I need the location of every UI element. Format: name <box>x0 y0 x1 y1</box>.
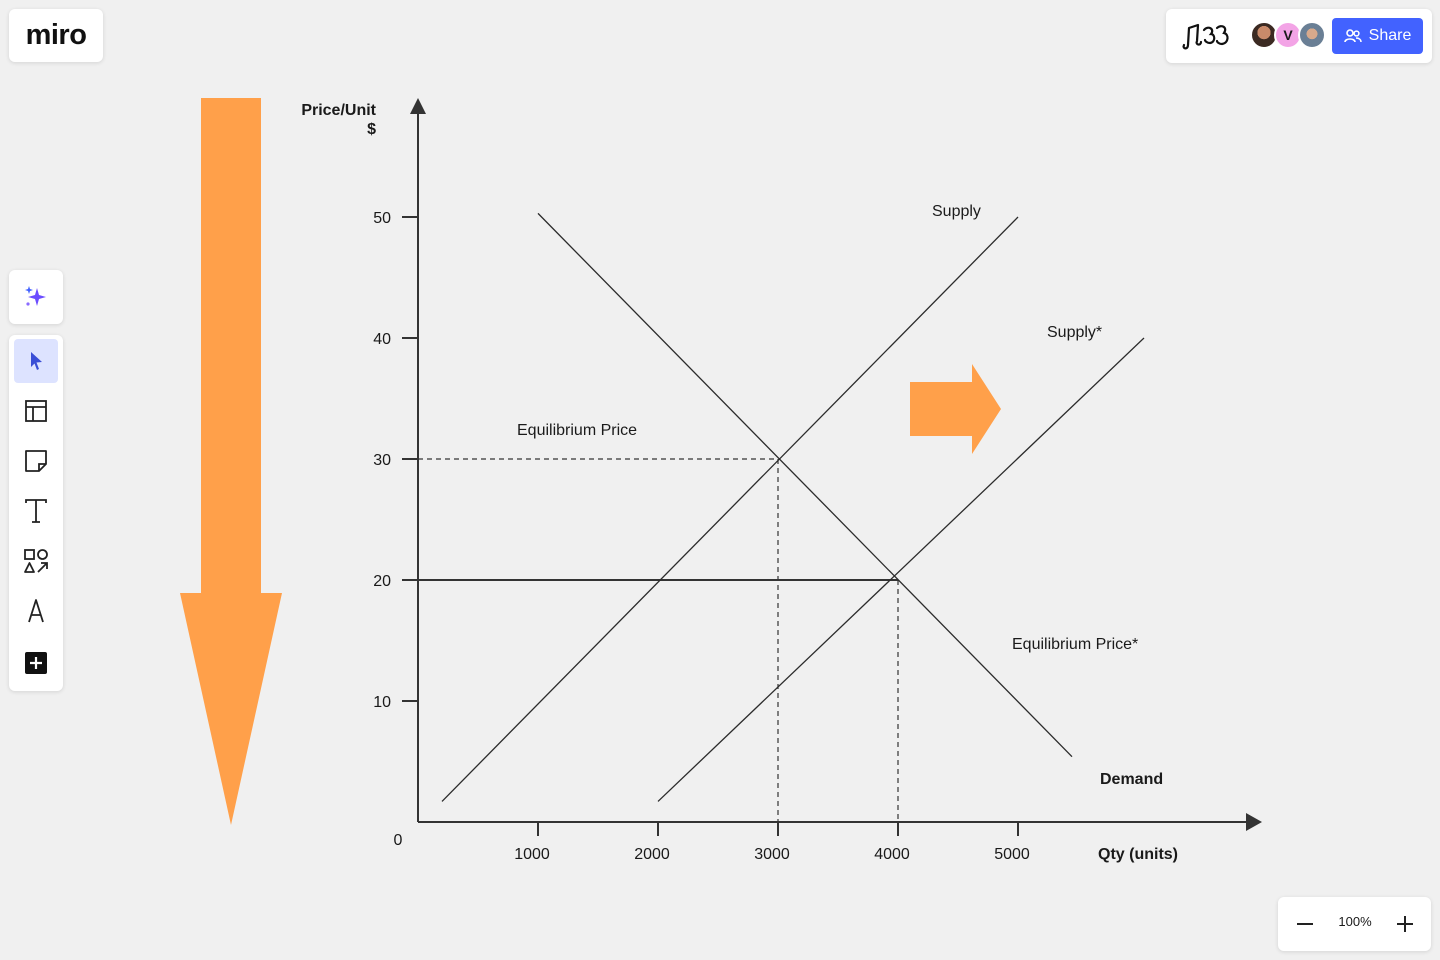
miro-logo: miro <box>25 19 87 51</box>
shapes-icon <box>24 549 48 573</box>
zoom-in-button[interactable] <box>1390 908 1420 940</box>
pen-tool[interactable] <box>14 589 58 633</box>
sticky-note-icon <box>25 450 47 472</box>
templates-tool[interactable] <box>14 389 58 433</box>
zoom-level[interactable]: 100% <box>1338 914 1372 929</box>
avatar[interactable] <box>1250 21 1278 49</box>
demand-line[interactable] <box>537 212 1073 758</box>
minus-icon <box>1297 923 1313 925</box>
right-arrow-shape[interactable] <box>910 364 1001 454</box>
avatar[interactable] <box>1298 21 1326 49</box>
x-tick-label: 1000 <box>514 846 550 863</box>
demand-label: Demand <box>1100 771 1163 788</box>
y-axis-unit: $ <box>367 121 376 138</box>
shapes-tool[interactable] <box>14 539 58 583</box>
select-tool[interactable] <box>14 339 58 383</box>
x-axis-label: Qty (units) <box>1098 846 1178 863</box>
x-axis-arrowhead <box>1246 813 1262 831</box>
share-button[interactable]: Share <box>1332 18 1423 54</box>
y-tick-label: 30 <box>373 452 391 469</box>
supply-demand-chart[interactable]: 1000 2000 3000 4000 5000 10 20 30 40 50 Price/Uni… <box>301 98 1262 863</box>
share-button-label: Share <box>1368 27 1412 44</box>
supply-star-label: Supply* <box>1047 324 1102 341</box>
layout-icon <box>25 400 47 422</box>
x-tick-label: 3000 <box>754 846 790 863</box>
plus-icon <box>1397 916 1413 932</box>
supply-label: Supply <box>932 203 981 220</box>
sparkles-icon <box>25 286 46 306</box>
more-tools[interactable] <box>14 641 58 685</box>
x-tick-label: 4000 <box>874 846 910 863</box>
x-tick-label: 2000 <box>634 846 670 863</box>
supply-line[interactable] <box>441 216 1019 802</box>
y-axis-label: Price/Unit <box>301 102 376 119</box>
y-tick-label: 10 <box>373 694 391 711</box>
collaboration-bar: V Share <box>1166 9 1432 63</box>
board-logo-icon[interactable] <box>1180 19 1232 53</box>
users-icon <box>1343 29 1362 43</box>
ai-assist-button[interactable] <box>9 270 63 324</box>
zoom-controls: 100% <box>1278 897 1431 951</box>
sticky-note-tool[interactable] <box>14 439 58 483</box>
supply-star-line[interactable] <box>657 337 1145 802</box>
logo-panel[interactable]: miro <box>9 9 103 62</box>
pen-icon <box>28 599 44 623</box>
equilibrium-price-star-label: Equilibrium Price* <box>1012 636 1138 653</box>
y-tick-label: 40 <box>373 331 391 348</box>
x-tick-label: 5000 <box>994 846 1030 863</box>
y-axis-arrowhead <box>410 98 426 114</box>
zoom-out-button[interactable] <box>1290 908 1320 940</box>
origin-label: 0 <box>394 832 403 849</box>
down-arrow-shape[interactable] <box>180 98 282 825</box>
text-icon <box>25 499 47 523</box>
text-tool[interactable] <box>14 489 58 533</box>
plus-square-icon <box>25 652 47 674</box>
tools-toolbar <box>9 335 63 691</box>
y-tick-label: 50 <box>373 210 391 227</box>
cursor-icon <box>31 352 42 370</box>
y-tick-label: 20 <box>373 573 391 590</box>
equilibrium-price-label: Equilibrium Price <box>517 422 637 439</box>
